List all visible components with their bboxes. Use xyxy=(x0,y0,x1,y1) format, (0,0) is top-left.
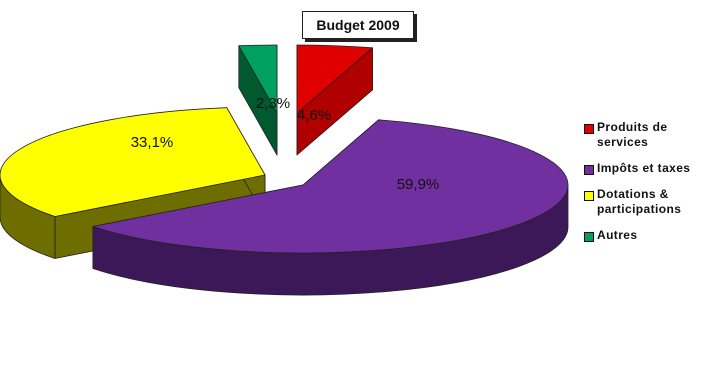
legend-item-autres: Autres xyxy=(584,228,699,243)
legend-swatch-impots xyxy=(584,165,594,175)
legend-label-dotations: Dotations & participations xyxy=(597,187,682,216)
slice-label-autres: 2,3% xyxy=(256,95,290,112)
slice-label-produits: 4,6% xyxy=(297,107,331,124)
slice-label-dotations: 33,1% xyxy=(131,134,174,151)
slice-label-impots: 59,9% xyxy=(397,176,440,193)
legend: Produits de services Impôts et taxes Dot… xyxy=(584,120,699,254)
legend-swatch-dotations xyxy=(584,191,594,201)
legend-item-impots: Impôts et taxes xyxy=(584,161,699,176)
legend-item-dotations: Dotations & participations xyxy=(584,187,699,217)
legend-swatch-autres xyxy=(584,232,594,242)
pie-slice-autres xyxy=(238,44,278,156)
pie-slice-impots xyxy=(92,119,569,296)
legend-label-impots: Impôts et taxes xyxy=(597,161,691,175)
legend-item-produits: Produits de services xyxy=(584,120,699,150)
legend-label-produits: Produits de services xyxy=(597,120,668,149)
legend-swatch-produits xyxy=(584,124,594,134)
pie-slice-produits xyxy=(296,44,374,156)
legend-label-autres: Autres xyxy=(597,228,638,242)
chart-title: Budget 2009 xyxy=(302,11,414,39)
